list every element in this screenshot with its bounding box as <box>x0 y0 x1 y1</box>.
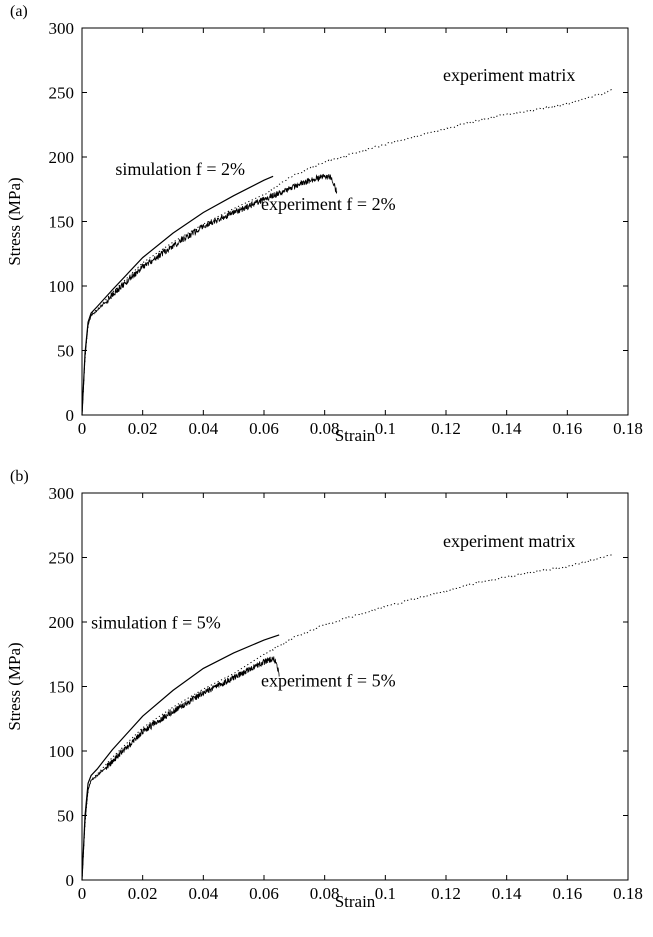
y-tick-label: 0 <box>66 406 75 425</box>
x-tick-label: 0.1 <box>375 419 396 438</box>
x-tick-label: 0.16 <box>552 884 582 903</box>
x-axis-label: Strain <box>335 426 376 445</box>
y-tick-label: 300 <box>49 484 75 503</box>
y-axis-label: Stress (MPa) <box>5 642 24 730</box>
x-tick-label: 0.1 <box>375 884 396 903</box>
x-tick-label: 0.02 <box>128 884 158 903</box>
annotation-label: experiment matrix <box>443 65 575 85</box>
y-tick-label: 0 <box>66 871 75 890</box>
x-tick-label: 0.08 <box>310 884 340 903</box>
annotation-label: simulation f = 2% <box>115 159 245 179</box>
x-tick-label: 0.06 <box>249 419 279 438</box>
x-tick-label: 0.14 <box>492 884 522 903</box>
panel-label: (a) <box>10 3 28 20</box>
x-tick-label: 0.04 <box>188 884 218 903</box>
y-tick-label: 200 <box>49 148 75 167</box>
series-line-experiment-f-5 <box>81 656 280 881</box>
x-axis-label: Strain <box>335 892 376 911</box>
x-tick-label: 0 <box>78 884 87 903</box>
annotation-label: experiment matrix <box>443 531 575 551</box>
y-tick-label: 100 <box>49 277 75 296</box>
x-tick-label: 0 <box>78 419 87 438</box>
chart-panel-b: (b) 0 0.02 0.04 0.06 0.08 0.1 0.12 0.14 0.16 0.18 0… <box>5 468 643 911</box>
y-tick-label: 200 <box>49 613 75 632</box>
x-tick-label: 0.04 <box>188 419 218 438</box>
series-line-experiment-matrix <box>81 88 613 416</box>
y-axis-label: Stress (MPa) <box>5 177 24 265</box>
y-tick-label: 100 <box>49 742 75 761</box>
annotation-label: experiment f = 2% <box>261 194 396 214</box>
x-tick-label: 0.14 <box>492 419 522 438</box>
x-tick-label: 0.16 <box>552 419 582 438</box>
plot-frame <box>81 27 629 416</box>
y-tick-label: 250 <box>49 84 75 103</box>
y-tick-label: 50 <box>57 342 74 361</box>
annotation-label: experiment f = 5% <box>261 671 396 691</box>
x-tick-label: 0.02 <box>128 419 158 438</box>
x-tick-label: 0.18 <box>613 884 643 903</box>
chart-panel-a: (a) 0 0.02 0.04 0.06 0.08 0.1 0.12 0.14 0.16 0.18 0… <box>5 3 643 445</box>
y-tick-label: 150 <box>49 678 75 697</box>
x-tick-label: 0.18 <box>613 419 643 438</box>
y-tick-label: 150 <box>49 213 75 232</box>
panel-label: (b) <box>10 468 29 485</box>
y-tick-label: 300 <box>49 19 75 38</box>
x-tick-label: 0.08 <box>310 419 340 438</box>
x-tick-label: 0.06 <box>249 884 279 903</box>
y-tick-label: 50 <box>57 807 74 826</box>
annotation-label: simulation f = 5% <box>91 612 221 632</box>
x-tick-label: 0.12 <box>431 419 461 438</box>
x-tick-label: 0.12 <box>431 884 461 903</box>
series-line-simulation-f-5 <box>81 634 280 881</box>
series-line-experiment-matrix <box>81 554 613 881</box>
y-tick-label: 250 <box>49 549 75 568</box>
series-line-experiment-f-2 <box>81 173 338 416</box>
